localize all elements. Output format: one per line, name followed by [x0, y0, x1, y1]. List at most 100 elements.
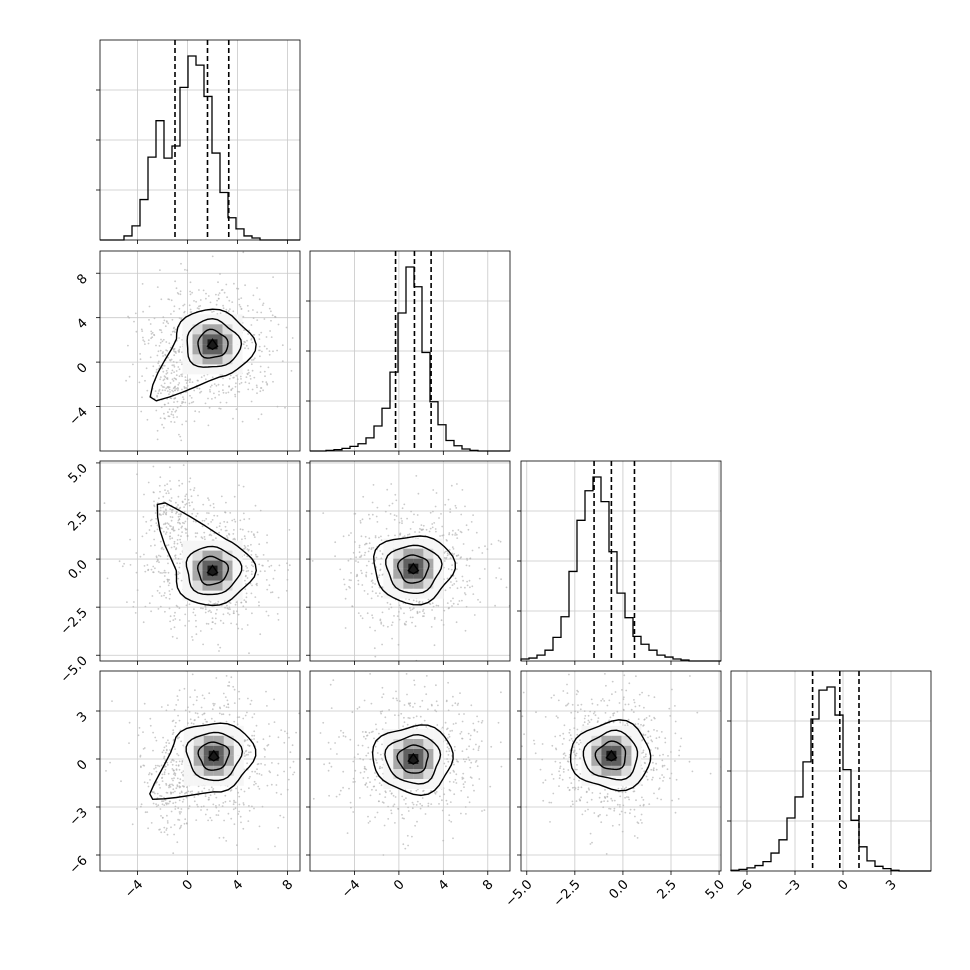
scatter-point [167, 704, 169, 706]
density-cell [631, 725, 642, 736]
density-cell [383, 739, 394, 749]
scatter-point [407, 810, 410, 812]
scatter-point [454, 577, 457, 580]
scatter-point [233, 518, 236, 521]
scatter-point [225, 840, 228, 842]
scatter-point [423, 612, 426, 615]
scatter-point [641, 784, 643, 786]
scatter-point [245, 754, 248, 756]
scatter-point [189, 290, 192, 293]
scatter-point [210, 786, 213, 789]
scatter-point [616, 710, 619, 713]
scatter-point [190, 722, 193, 725]
scatter-point [653, 729, 655, 731]
scatter-point [175, 361, 178, 364]
scatter-point [188, 480, 191, 483]
scatter-point [152, 491, 155, 493]
scatter-point [335, 795, 338, 798]
scatter-point [175, 764, 178, 767]
scatter-point [177, 699, 180, 701]
scatter-point [567, 769, 570, 771]
scatter-point [170, 810, 173, 813]
scatter-point [243, 544, 246, 547]
scatter-point [450, 581, 452, 583]
scatter-point [258, 338, 261, 340]
scatter-point [238, 690, 240, 693]
scatter-point [217, 814, 220, 816]
scatter-point [348, 787, 350, 790]
scatter-point [330, 707, 333, 709]
scatter-point [214, 617, 217, 620]
density-cell [631, 735, 642, 746]
scatter-point [438, 517, 440, 519]
scatter-point [354, 541, 356, 543]
scatter-point [136, 589, 139, 591]
scatter-point [175, 548, 177, 551]
scatter-point [147, 827, 150, 830]
density-cell [192, 354, 203, 365]
scatter-point [539, 768, 542, 771]
scatter-point [164, 325, 167, 328]
scatter-point [414, 531, 416, 533]
scatter-point [618, 823, 621, 826]
scatter-point [430, 626, 433, 628]
scatter-point [155, 805, 158, 808]
scatter-point [461, 750, 464, 753]
scatter-point [172, 769, 175, 772]
scatter-point [555, 748, 558, 751]
scatter-point [273, 569, 276, 572]
scatter-point [229, 800, 231, 802]
scatter-point [559, 761, 561, 764]
scatter-point [403, 503, 406, 506]
scatter-point [248, 787, 250, 790]
scatter-point [558, 777, 561, 780]
scatter-point [166, 390, 169, 392]
scatter-point [361, 744, 364, 747]
scatter-point [397, 808, 400, 810]
scatter-point [447, 737, 449, 739]
scatter-point [445, 750, 448, 753]
density-cell [222, 324, 233, 335]
scatter-point [440, 513, 442, 515]
density-cell [423, 739, 434, 749]
scatter-point [269, 330, 271, 332]
scatter-point [390, 624, 393, 626]
scatter-point [418, 600, 421, 603]
scatter-point [174, 618, 177, 620]
density-cell [413, 739, 424, 749]
scatter-point [641, 767, 643, 770]
y-tick-label: 4 [74, 316, 90, 332]
scatter-point [159, 794, 162, 797]
scatter-point [173, 421, 176, 423]
scatter-point [237, 613, 240, 616]
density-peak-cell [408, 563, 419, 574]
scatter-point [462, 758, 465, 761]
scatter-point [344, 627, 347, 629]
contour-peak [206, 338, 219, 351]
scatter-point [238, 795, 241, 798]
scatter-point [244, 714, 247, 717]
scatter-point [559, 734, 561, 737]
scatter-point [419, 648, 421, 650]
scatter-point [258, 788, 261, 790]
scatter-point [139, 754, 142, 757]
scatter-point [380, 557, 383, 560]
scatter-point [455, 758, 458, 761]
scatter-point [227, 812, 230, 815]
scatter-point [459, 692, 461, 694]
scatter-point [163, 755, 166, 758]
scatter-point [623, 787, 626, 790]
scatter-point [172, 387, 175, 390]
scatter-point [159, 605, 162, 608]
scatter-point [394, 534, 396, 537]
scatter-point [369, 820, 371, 823]
scatter-point [224, 606, 227, 609]
scatter-point [384, 716, 387, 719]
scatter-point [219, 707, 222, 710]
scatter-point [174, 331, 176, 334]
scatter-point [273, 721, 276, 723]
scatter-point [212, 621, 214, 623]
scatter-point [134, 312, 137, 315]
scatter-point [597, 814, 600, 817]
scatter-point [215, 384, 218, 387]
